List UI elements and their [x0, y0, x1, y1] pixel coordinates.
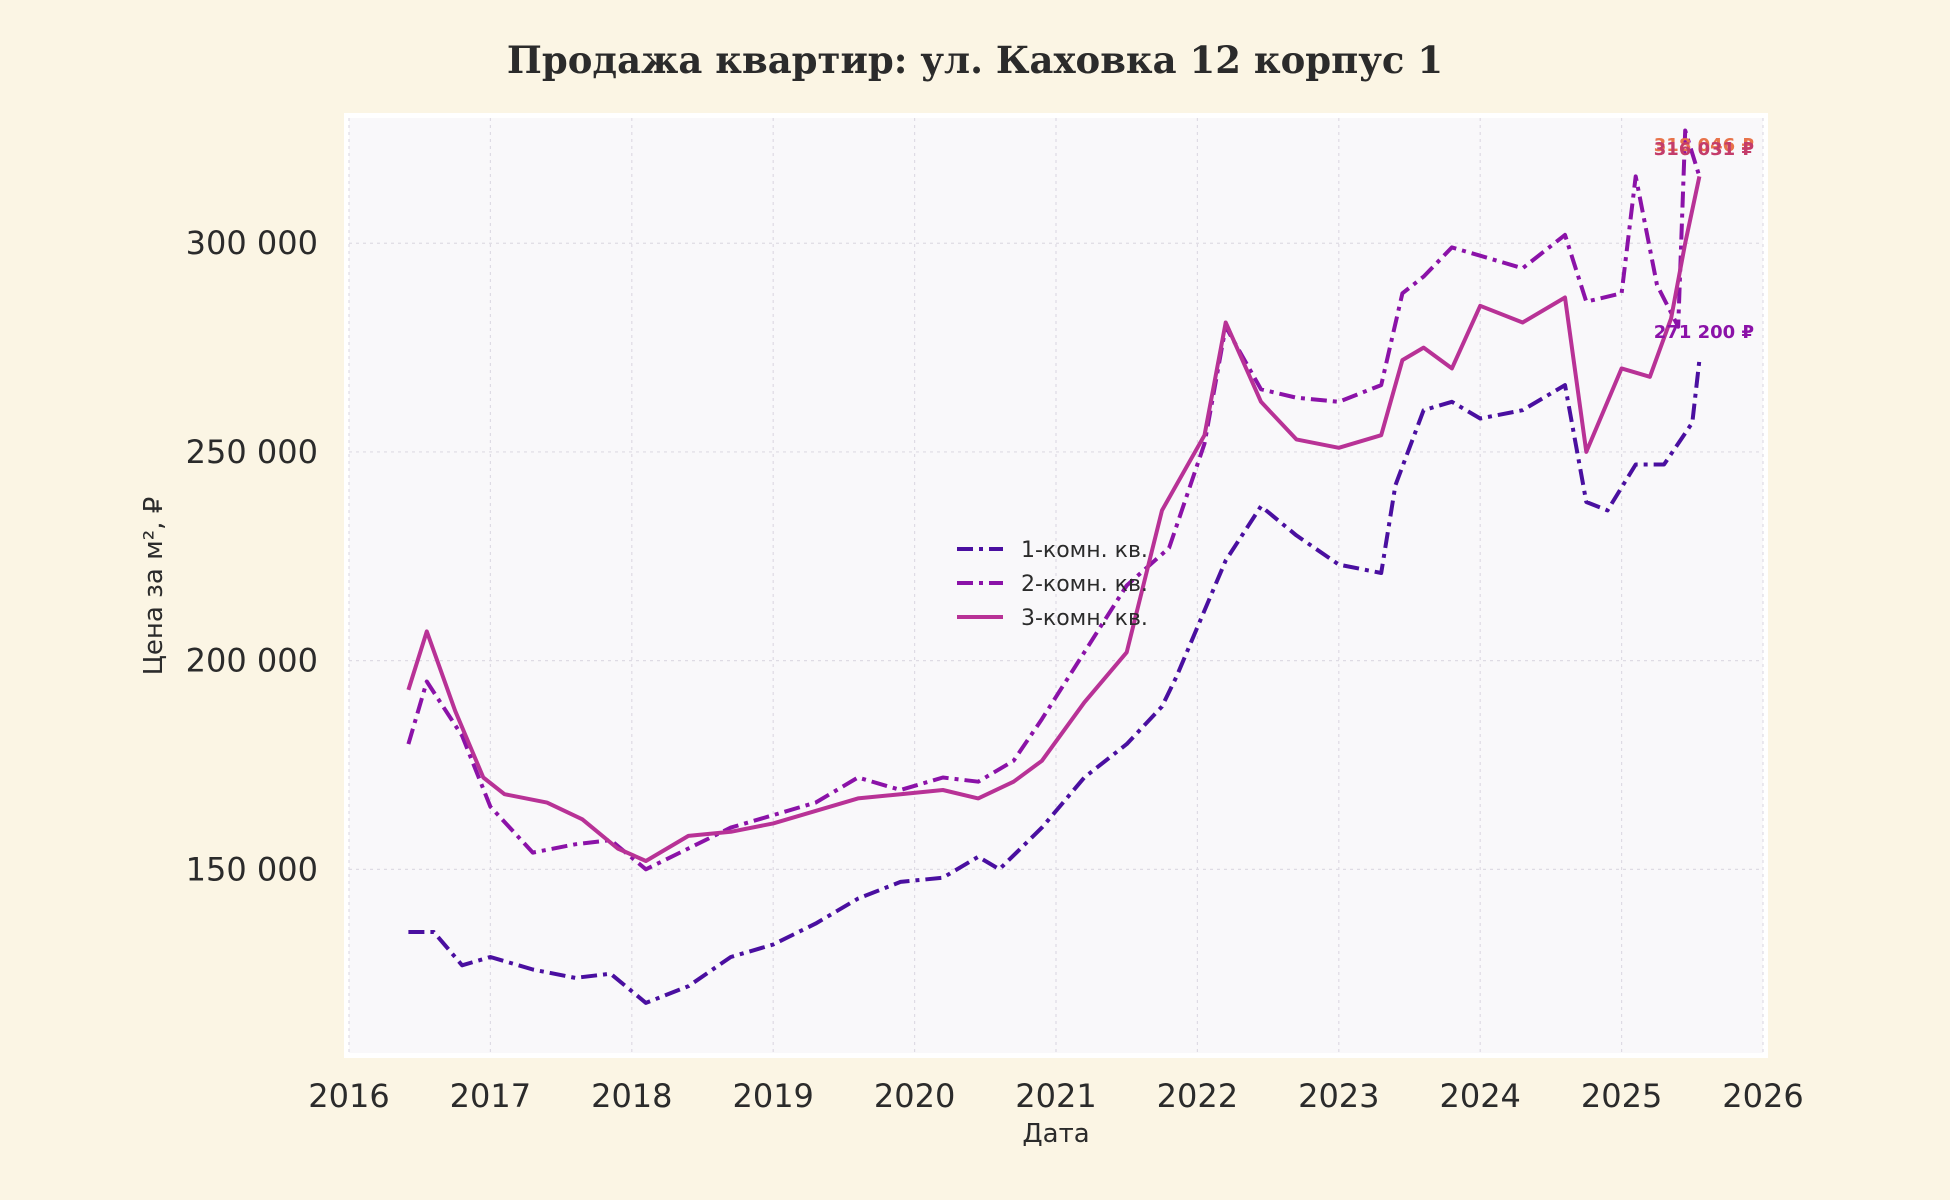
- y-tick-label: 150 000: [186, 850, 318, 888]
- chart-title: Продажа квартир: ул. Каховка 12 корпус 1: [507, 38, 1443, 82]
- y-tick-label: 250 000: [186, 433, 318, 471]
- x-tick-label: 2017: [450, 1077, 531, 1115]
- y-axis-label: Цена за м², ₽: [139, 497, 169, 676]
- series-lines: [406, 128, 1702, 1005]
- x-tick-label: 2020: [874, 1077, 955, 1115]
- x-axis-label: Дата: [1022, 1119, 1089, 1149]
- x-tick-label: 2019: [732, 1077, 813, 1115]
- legend: 1-комн. кв. 2-комн. кв. 3-комн. кв.: [957, 538, 1148, 631]
- end-value-label: 316 031 ₽: [1654, 139, 1754, 160]
- y-tick-label: 300 000: [186, 224, 318, 262]
- series-line-1: [408, 359, 1702, 1005]
- legend-label: 1-комн. кв.: [1021, 538, 1148, 563]
- end-value-label: 271 200 ₽: [1654, 322, 1754, 343]
- y-axis-ticks: 150 000 200 000 250 000 300 000: [186, 224, 318, 888]
- x-axis-ticks: 2016 2017 2018 2019 2020 2021 2022 2023 2024 2025…: [308, 1077, 1803, 1115]
- x-tick-label: 2024: [1439, 1077, 1520, 1115]
- x-tick-label: 2018: [591, 1077, 672, 1115]
- x-tick-label: 2022: [1157, 1077, 1238, 1115]
- end-labels: 318 046 ₽316 031 ₽ 271 200 ₽: [1654, 135, 1754, 343]
- x-tick-label: 2026: [1722, 1077, 1803, 1115]
- series-line-3: [406, 175, 1702, 863]
- x-tick-label: 2023: [1298, 1077, 1379, 1115]
- legend-label: 3-комн. кв.: [1021, 606, 1148, 631]
- x-tick-label: 2025: [1581, 1077, 1662, 1115]
- y-tick-label: 200 000: [186, 642, 318, 680]
- x-tick-label: 2016: [308, 1077, 389, 1115]
- grid-lines: [348, 118, 1764, 1053]
- legend-label: 2-комн. кв.: [1021, 572, 1148, 597]
- x-tick-label: 2021: [1015, 1077, 1096, 1115]
- end-value-label: 318 046 ₽: [1654, 135, 1754, 156]
